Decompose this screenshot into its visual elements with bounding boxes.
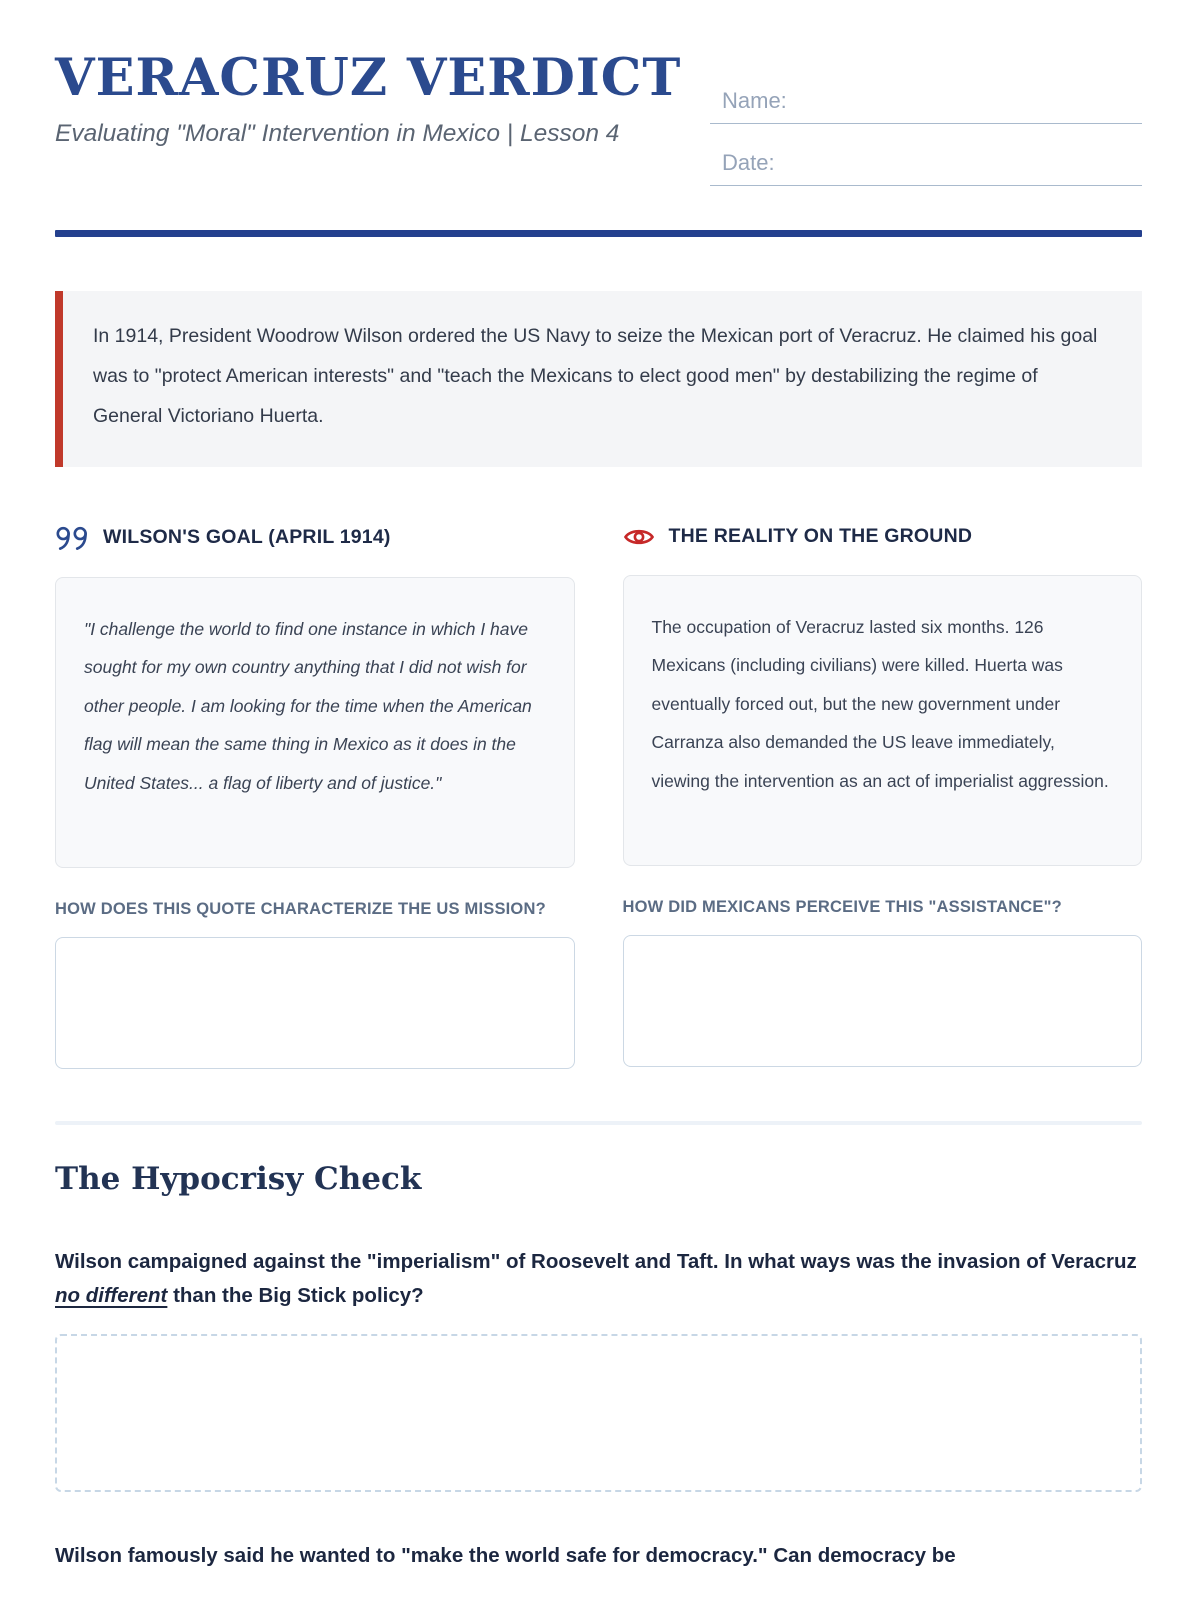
date-field[interactable]: Date: — [710, 150, 1142, 186]
answer-box-assistance[interactable] — [622, 935, 1142, 1067]
hypocrisy-question-1-emphasis: no different — [55, 1284, 168, 1308]
answer-box-mission[interactable] — [55, 937, 575, 1069]
eye-icon — [623, 525, 655, 549]
wilsons-goal-heading: WILSON'S GOAL (APRIL 1914) — [55, 525, 575, 551]
assistance-question-label: HOW DID MEXICANS PERCEIVE THIS "ASSISTAN… — [622, 897, 1062, 916]
column-wilsons-goal: WILSON'S GOAL (APRIL 1914) "I challenge … — [55, 525, 575, 1069]
page-title: VERACRUZ VERDICT — [55, 48, 682, 108]
reality-heading: THE REALITY ON THE GROUND — [623, 525, 1143, 549]
wilsons-goal-heading-label: WILSON'S GOAL (APRIL 1914) — [103, 526, 391, 549]
column-reality: THE REALITY ON THE GROUND The occupation… — [622, 525, 1143, 1069]
quote-icon — [55, 525, 89, 551]
header-fields: Name: Date: — [710, 50, 1142, 212]
date-field-label: Date: — [722, 150, 775, 175]
compare-section: WILSON'S GOAL (APRIL 1914) "I challenge … — [55, 525, 1142, 1069]
name-field-label: Name: — [722, 88, 787, 113]
answer-box-hypocrisy[interactable] — [55, 1333, 1142, 1492]
hypocrisy-section-title: The Hypocrisy Check — [55, 1161, 422, 1197]
reality-text: The occupation of Veracruz lasted six mo… — [651, 616, 1109, 791]
mission-question-label: HOW DOES THIS QUOTE CHARACTERIZE THE US … — [55, 899, 546, 918]
section-divider — [55, 1121, 1142, 1125]
hypocrisy-question-2: Wilson famously said he wanted to "make … — [55, 1543, 956, 1567]
wilson-quote-text: "I challenge the world to find one insta… — [84, 618, 532, 793]
hypocrisy-question-1-prefix: Wilson campaigned against the "imperiali… — [55, 1250, 1137, 1273]
name-field[interactable]: Name: — [710, 88, 1142, 124]
header-title-block: VERACRUZ VERDICT Evaluating "Moral" Inte… — [55, 50, 700, 153]
intro-text: In 1914, President Woodrow Wilson ordere… — [93, 325, 1098, 427]
header: VERACRUZ VERDICT Evaluating "Moral" Inte… — [55, 50, 1142, 212]
reality-text-box: The occupation of Veracruz lasted six mo… — [622, 574, 1142, 866]
page-subtitle: Evaluating "Moral" Intervention in Mexic… — [55, 120, 620, 148]
wilson-quote-box: "I challenge the world to find one insta… — [55, 576, 575, 868]
intro-callout: In 1914, President Woodrow Wilson ordere… — [55, 291, 1142, 467]
reality-heading-label: THE REALITY ON THE GROUND — [668, 525, 973, 548]
header-divider-rule — [55, 230, 1142, 237]
hypocrisy-question-1-suffix: than the Big Stick policy? — [167, 1284, 424, 1308]
hypocrisy-question-1: Wilson campaigned against the "imperiali… — [55, 1245, 1142, 1314]
